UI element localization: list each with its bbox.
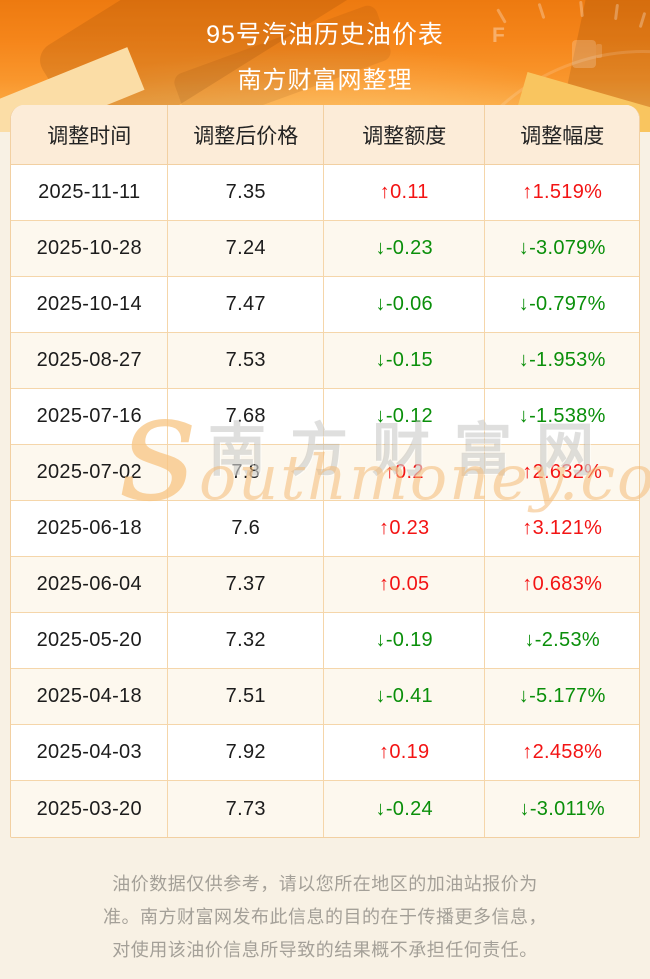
cell-date: 2025-08-27 <box>11 333 169 388</box>
table-header-row: 调整时间 调整后价格 调整额度 调整幅度 <box>11 105 639 165</box>
table-row: 2025-11-11 7.35 ↑0.11 ↑1.519% <box>11 165 639 221</box>
cell-percent: ↓-1.538% <box>518 405 606 427</box>
cell-price: 7.73 <box>168 781 324 837</box>
table-row: 2025-04-18 7.51 ↓-0.41 ↓-5.177% <box>11 669 639 725</box>
cell-percent: ↓-3.011% <box>519 797 605 820</box>
disclaimer-line: 油价数据仅供参考，请以您所在地区的加油站报价为 <box>112 874 538 894</box>
cell-price: 7.47 <box>168 277 324 332</box>
cell-change: ↑0.11 <box>324 165 486 220</box>
cell-change: ↓-0.19 <box>324 613 486 668</box>
cell-percent: ↑1.519% <box>522 181 603 203</box>
cell-percent: ↓-3.079% <box>518 237 606 259</box>
cell-date: 2025-07-16 <box>11 389 169 444</box>
table-body: 2025-11-11 7.35 ↑0.11 ↑1.519% 2025-10-28 7.24… <box>11 165 639 837</box>
cell-date: 2025-06-18 <box>11 501 169 556</box>
cell-percent: ↑2.458% <box>522 741 603 763</box>
table-row: 2025-03-20 7.73 ↓-0.24 ↓-3.011% <box>11 781 639 837</box>
cell-price: 7.32 <box>168 613 324 668</box>
table-row: 2025-06-04 7.37 ↑0.05 ↑0.683% <box>11 557 639 613</box>
cell-date: 2025-10-28 <box>11 221 169 276</box>
cell-price: 7.35 <box>168 165 324 220</box>
cell-percent: ↓-2.53% <box>524 629 600 651</box>
cell-price: 7.24 <box>168 221 324 276</box>
cell-price: 7.92 <box>168 725 324 780</box>
cell-change: ↓-0.41 <box>324 669 486 724</box>
cell-change: ↓-0.23 <box>324 221 486 276</box>
table-row: 2025-07-16 7.68 ↓-0.12 ↓-1.538% <box>11 389 639 445</box>
cell-change: ↓-0.06 <box>324 277 486 332</box>
cell-change: ↑0.23 <box>324 501 486 556</box>
cell-date: 2025-07-02 <box>11 445 169 500</box>
table-row: 2025-07-02 7.8 ↑0.2 ↑2.632% <box>11 445 639 501</box>
cell-percent: ↑2.632% <box>522 461 603 483</box>
cell-date: 2025-04-18 <box>11 669 169 724</box>
cell-change: ↓-0.15 <box>324 333 486 388</box>
cell-percent: ↓-0.797% <box>518 293 606 315</box>
cell-date: 2025-05-20 <box>11 613 169 668</box>
cell-change: ↑0.2 <box>324 445 486 500</box>
table-row: 2025-08-27 7.53 ↓-0.15 ↓-1.953% <box>11 333 639 389</box>
cell-date: 2025-11-11 <box>11 165 169 220</box>
table-row: 2025-06-18 7.6 ↑0.23 ↑3.121% <box>11 501 639 557</box>
page-title: 95号汽油历史油价表 <box>206 21 444 49</box>
cell-price: 7.51 <box>168 669 324 724</box>
cell-percent: ↑3.121% <box>522 517 603 539</box>
price-history-table: 调整时间 调整后价格 调整额度 调整幅度 2025-11-11 7.35 ↑0.11… <box>10 105 640 838</box>
cell-date: 2025-04-03 <box>11 725 169 780</box>
table-row: 2025-05-20 7.32 ↓-0.19 ↓-2.53% <box>11 613 639 669</box>
cell-percent: ↓-1.953% <box>518 349 606 371</box>
disclaimer-line: 对使用该油价信息所导致的结果概不承担任何责任。 <box>112 940 538 960</box>
cell-price: 7.53 <box>168 333 324 388</box>
table-row: 2025-10-14 7.47 ↓-0.06 ↓-0.797% <box>11 277 639 333</box>
column-header-adjust-amount: 调整额度 <box>324 105 486 164</box>
cell-date: 2025-03-20 <box>11 781 169 837</box>
cell-price: 7.37 <box>168 557 324 612</box>
cell-percent: ↓-5.177% <box>518 685 606 707</box>
table-row: 2025-10-28 7.24 ↓-0.23 ↓-3.079% <box>11 221 639 277</box>
disclaimer: 油价数据仅供参考，请以您所在地区的加油站报价为 准。南方财富网发布此信息的目的在… <box>0 838 650 967</box>
page-header: F 95号汽油历史油价表 南方财富网整理 <box>0 0 650 132</box>
cell-change: ↓-0.12 <box>324 389 486 444</box>
cell-price: 7.6 <box>168 501 324 556</box>
cell-change: ↑0.19 <box>324 725 486 780</box>
table-row: 2025-04-03 7.92 ↑0.19 ↑2.458% <box>11 725 639 781</box>
page-subtitle: 南方财富网整理 <box>237 67 413 94</box>
cell-date: 2025-06-04 <box>11 557 169 612</box>
cell-change: ↓-0.24 <box>324 781 486 837</box>
cell-percent: ↑0.683% <box>522 573 603 595</box>
cell-price: 7.8 <box>168 445 324 500</box>
column-header-adjust-range: 调整幅度 <box>520 124 605 148</box>
cell-price: 7.68 <box>168 389 324 444</box>
cell-change: ↑0.05 <box>324 557 486 612</box>
disclaimer-line: 准。南方财富网发布此信息的目的在于传播更多信息， <box>103 907 547 927</box>
column-header-adjusted-price: 调整后价格 <box>168 105 324 164</box>
column-header-adjust-time: 调整时间 <box>11 105 169 164</box>
cell-date: 2025-10-14 <box>11 277 169 332</box>
